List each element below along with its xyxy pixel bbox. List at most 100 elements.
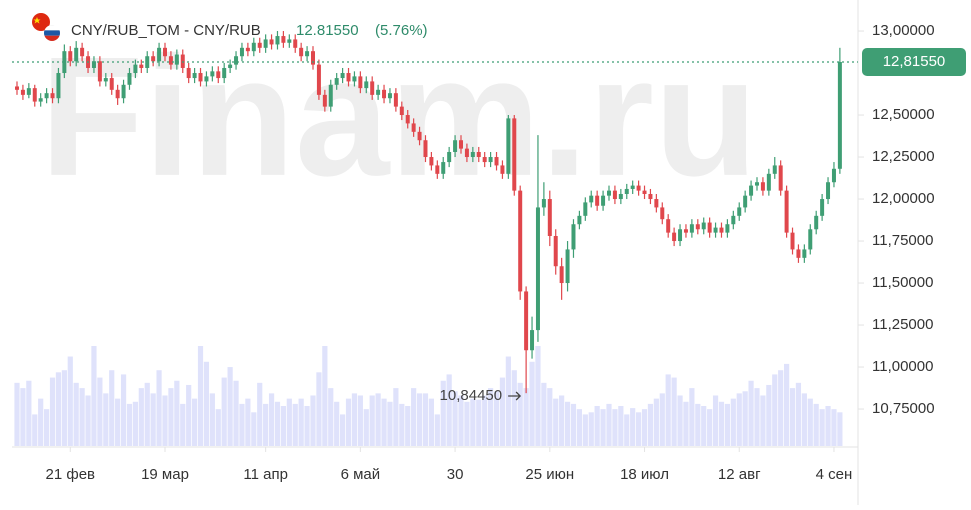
candle-body: [435, 165, 440, 174]
volume-bar: [801, 393, 807, 446]
flag-ru: [44, 25, 60, 41]
volume-bar: [588, 412, 594, 446]
volume-bar: [286, 398, 292, 446]
candle-body: [180, 54, 185, 68]
candle-body: [263, 39, 268, 48]
volume-bar: [351, 393, 358, 446]
volume-bar: [582, 414, 588, 446]
candle-body: [133, 64, 138, 74]
volume-bar: [168, 388, 174, 446]
y-tick-label: 11,00000: [872, 358, 933, 375]
volume-bar: [162, 395, 168, 446]
y-tick-label: 11,25000: [872, 316, 933, 333]
candle-body: [234, 56, 239, 65]
candle-body: [820, 199, 825, 216]
candle-body: [157, 47, 162, 62]
volume-bar: [411, 388, 417, 446]
volume-bar: [535, 346, 541, 446]
candle-body: [766, 173, 771, 191]
candle-body: [32, 88, 37, 102]
candle-body: [826, 182, 831, 200]
volume-bar: [624, 414, 630, 446]
last-price: 12.81550: [296, 22, 359, 39]
volume-bar: [209, 393, 215, 446]
volume-bar: [369, 395, 375, 446]
candle-body: [109, 78, 114, 90]
volume-bar: [736, 393, 742, 446]
volume-bar: [197, 346, 204, 446]
candle-body: [482, 157, 487, 163]
volume-bar: [564, 401, 571, 446]
candle-body: [666, 219, 671, 233]
candle-body: [725, 224, 730, 233]
candle-body: [50, 93, 55, 99]
candle-body: [340, 73, 345, 79]
x-tick-label: 25 июн: [525, 466, 574, 483]
candle-body: [689, 224, 694, 233]
candle-body: [174, 54, 179, 65]
instrument-title: CNY/RUB_TOM - CNY/RUB: [71, 22, 261, 39]
candle-body: [168, 56, 173, 65]
candle-body: [139, 64, 144, 68]
volume-bar: [428, 398, 434, 446]
candle-body: [346, 73, 351, 82]
candle-body: [216, 71, 221, 79]
volume-bar: [280, 406, 286, 446]
volume-bar: [251, 412, 257, 446]
volume-bar: [707, 409, 713, 446]
volume-bar: [144, 382, 150, 446]
volume-bar: [20, 388, 26, 446]
candle-body: [802, 249, 807, 258]
volume-bar: [482, 395, 488, 446]
volume-bar: [511, 370, 517, 446]
volume-bar: [493, 391, 500, 446]
candle-body: [607, 190, 611, 196]
candle-body: [68, 51, 73, 62]
candle-body: [97, 61, 102, 82]
candle-body: [743, 195, 748, 208]
volume-bar: [32, 414, 38, 446]
x-tick-label: 30: [447, 466, 464, 483]
candle-body: [115, 89, 120, 99]
volume-bar: [612, 409, 618, 446]
candle-body: [352, 76, 357, 82]
x-tick-label: 4 сен: [816, 466, 853, 483]
candle-body: [618, 193, 623, 200]
candle-body: [393, 93, 398, 107]
candle-body: [358, 76, 363, 89]
candle-body: [624, 188, 629, 194]
volume-bar: [103, 393, 109, 446]
candle-body: [512, 118, 517, 191]
volume-bar: [636, 412, 642, 446]
candle-body: [228, 64, 233, 68]
candle-body: [648, 193, 653, 200]
volume-bar: [760, 395, 766, 446]
candle-body: [15, 86, 19, 90]
volume-bar: [618, 406, 624, 446]
volume-bar: [38, 398, 44, 446]
candle-body: [589, 195, 594, 203]
volume-bar: [245, 398, 251, 446]
volume-bar: [476, 399, 482, 446]
y-tick-label: 10,75000: [872, 400, 935, 417]
candle-body: [38, 98, 43, 102]
candle-body: [429, 157, 434, 166]
volume-bar: [541, 382, 547, 446]
candle-body: [121, 84, 126, 99]
candle-body: [311, 51, 315, 65]
volume-bar: [677, 395, 683, 446]
volume-bar: [754, 388, 760, 446]
x-tick-label: 21 фев: [46, 466, 96, 483]
candle-body: [559, 266, 564, 284]
volume-bar: [789, 388, 796, 446]
candle-body: [257, 42, 262, 48]
candle-body: [755, 182, 759, 186]
volume-bar: [730, 398, 736, 446]
volume-bar: [186, 384, 192, 446]
candle-body: [62, 51, 67, 74]
candle-body: [103, 78, 108, 82]
volume-bar: [316, 372, 322, 446]
x-tick-label: 12 авг: [718, 466, 761, 483]
candle-body: [713, 227, 718, 233]
